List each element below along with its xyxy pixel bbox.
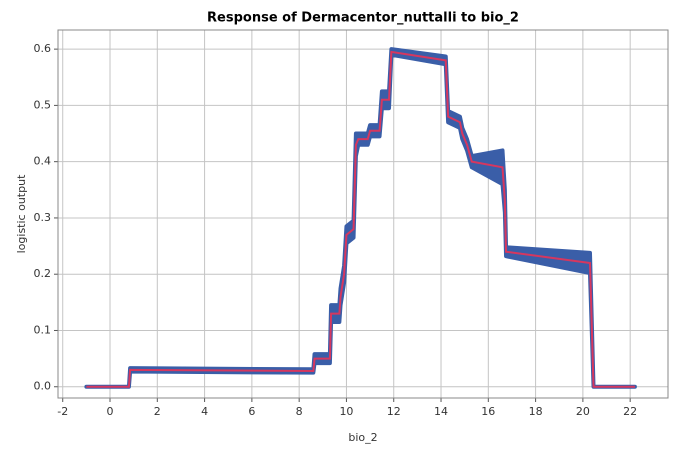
response-line — [86, 50, 635, 388]
x-tick-label: 22 — [623, 405, 637, 418]
x-tick-label: 16 — [481, 405, 495, 418]
y-axis-label: logistic output — [15, 174, 28, 253]
chart-title: Response of Dermacentor_nuttalli to bio_… — [207, 11, 519, 26]
x-tick-label: -2 — [57, 405, 68, 418]
plot-frame — [57, 29, 669, 399]
y-tick-label: 0.3 — [34, 211, 52, 224]
x-tick-label: 6 — [248, 405, 255, 418]
y-tick-label: 0.5 — [34, 98, 52, 111]
y-tick-label: 0.4 — [34, 155, 52, 168]
x-tick-label: 18 — [529, 405, 543, 418]
x-tick-label: 0 — [107, 405, 114, 418]
x-tick-label: 14 — [434, 405, 448, 418]
x-tick-label: 20 — [576, 405, 590, 418]
y-tick-label: 0.6 — [34, 42, 52, 55]
x-tick-label: 10 — [339, 405, 353, 418]
x-tick-label: 12 — [387, 405, 401, 418]
x-tick-label: 8 — [296, 405, 303, 418]
x-tick-label: 2 — [154, 405, 161, 418]
y-tick-label: 0.2 — [34, 267, 52, 280]
x-axis-label: bio_2 — [348, 431, 377, 444]
y-tick-label: 0.1 — [34, 323, 52, 336]
x-tick-label: 4 — [201, 405, 208, 418]
y-tick-label: 0.0 — [34, 380, 52, 393]
